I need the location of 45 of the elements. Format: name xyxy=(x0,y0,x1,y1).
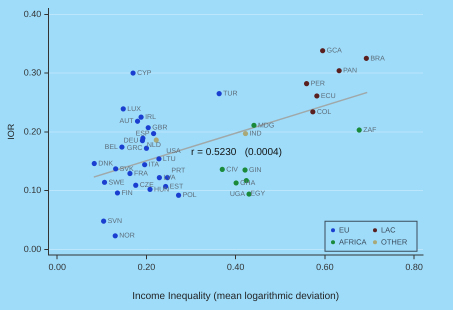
x-tick-label: 0.80 xyxy=(405,262,423,272)
point xyxy=(320,48,326,54)
point xyxy=(356,127,362,133)
point xyxy=(234,180,239,186)
point xyxy=(220,166,225,172)
point xyxy=(130,70,136,76)
point xyxy=(112,233,118,238)
annotation: r = 0.5230 (0.0004) xyxy=(191,147,282,158)
point xyxy=(156,156,162,162)
y-axis-title: IOR xyxy=(6,123,16,140)
point xyxy=(314,93,320,99)
point xyxy=(146,125,151,130)
point xyxy=(364,56,369,61)
y-tick-label: 0.40 xyxy=(24,8,42,19)
x-tick-label: 0.00 xyxy=(48,262,66,272)
point xyxy=(310,109,316,114)
x-tick-label: 0.60 xyxy=(316,262,334,272)
y-tick-label: 0.00 xyxy=(24,244,42,254)
point xyxy=(216,91,222,96)
point xyxy=(176,192,182,198)
x-axis-title: Income Inequality (mean logarithmic deviation) xyxy=(132,290,340,302)
point xyxy=(304,81,310,86)
x-tick-label: 0.20 xyxy=(138,262,156,272)
point xyxy=(101,218,106,224)
point xyxy=(114,190,120,196)
point xyxy=(144,146,150,151)
point xyxy=(156,175,162,180)
point xyxy=(134,118,140,124)
point xyxy=(242,167,248,173)
point xyxy=(251,122,257,128)
y-tick-label: 0.10 xyxy=(24,185,42,196)
point xyxy=(133,182,138,188)
point xyxy=(102,180,108,185)
point xyxy=(113,166,118,172)
point xyxy=(242,130,248,136)
x-tick-label: 0.40 xyxy=(226,262,244,272)
point xyxy=(150,130,156,136)
point xyxy=(120,106,126,112)
point xyxy=(119,144,125,150)
point xyxy=(336,68,342,74)
point xyxy=(92,160,97,166)
y-tick-label: 0.20 xyxy=(24,126,42,136)
point xyxy=(138,114,144,120)
y-tick-label: 0.30 xyxy=(24,68,42,78)
point xyxy=(142,162,148,168)
